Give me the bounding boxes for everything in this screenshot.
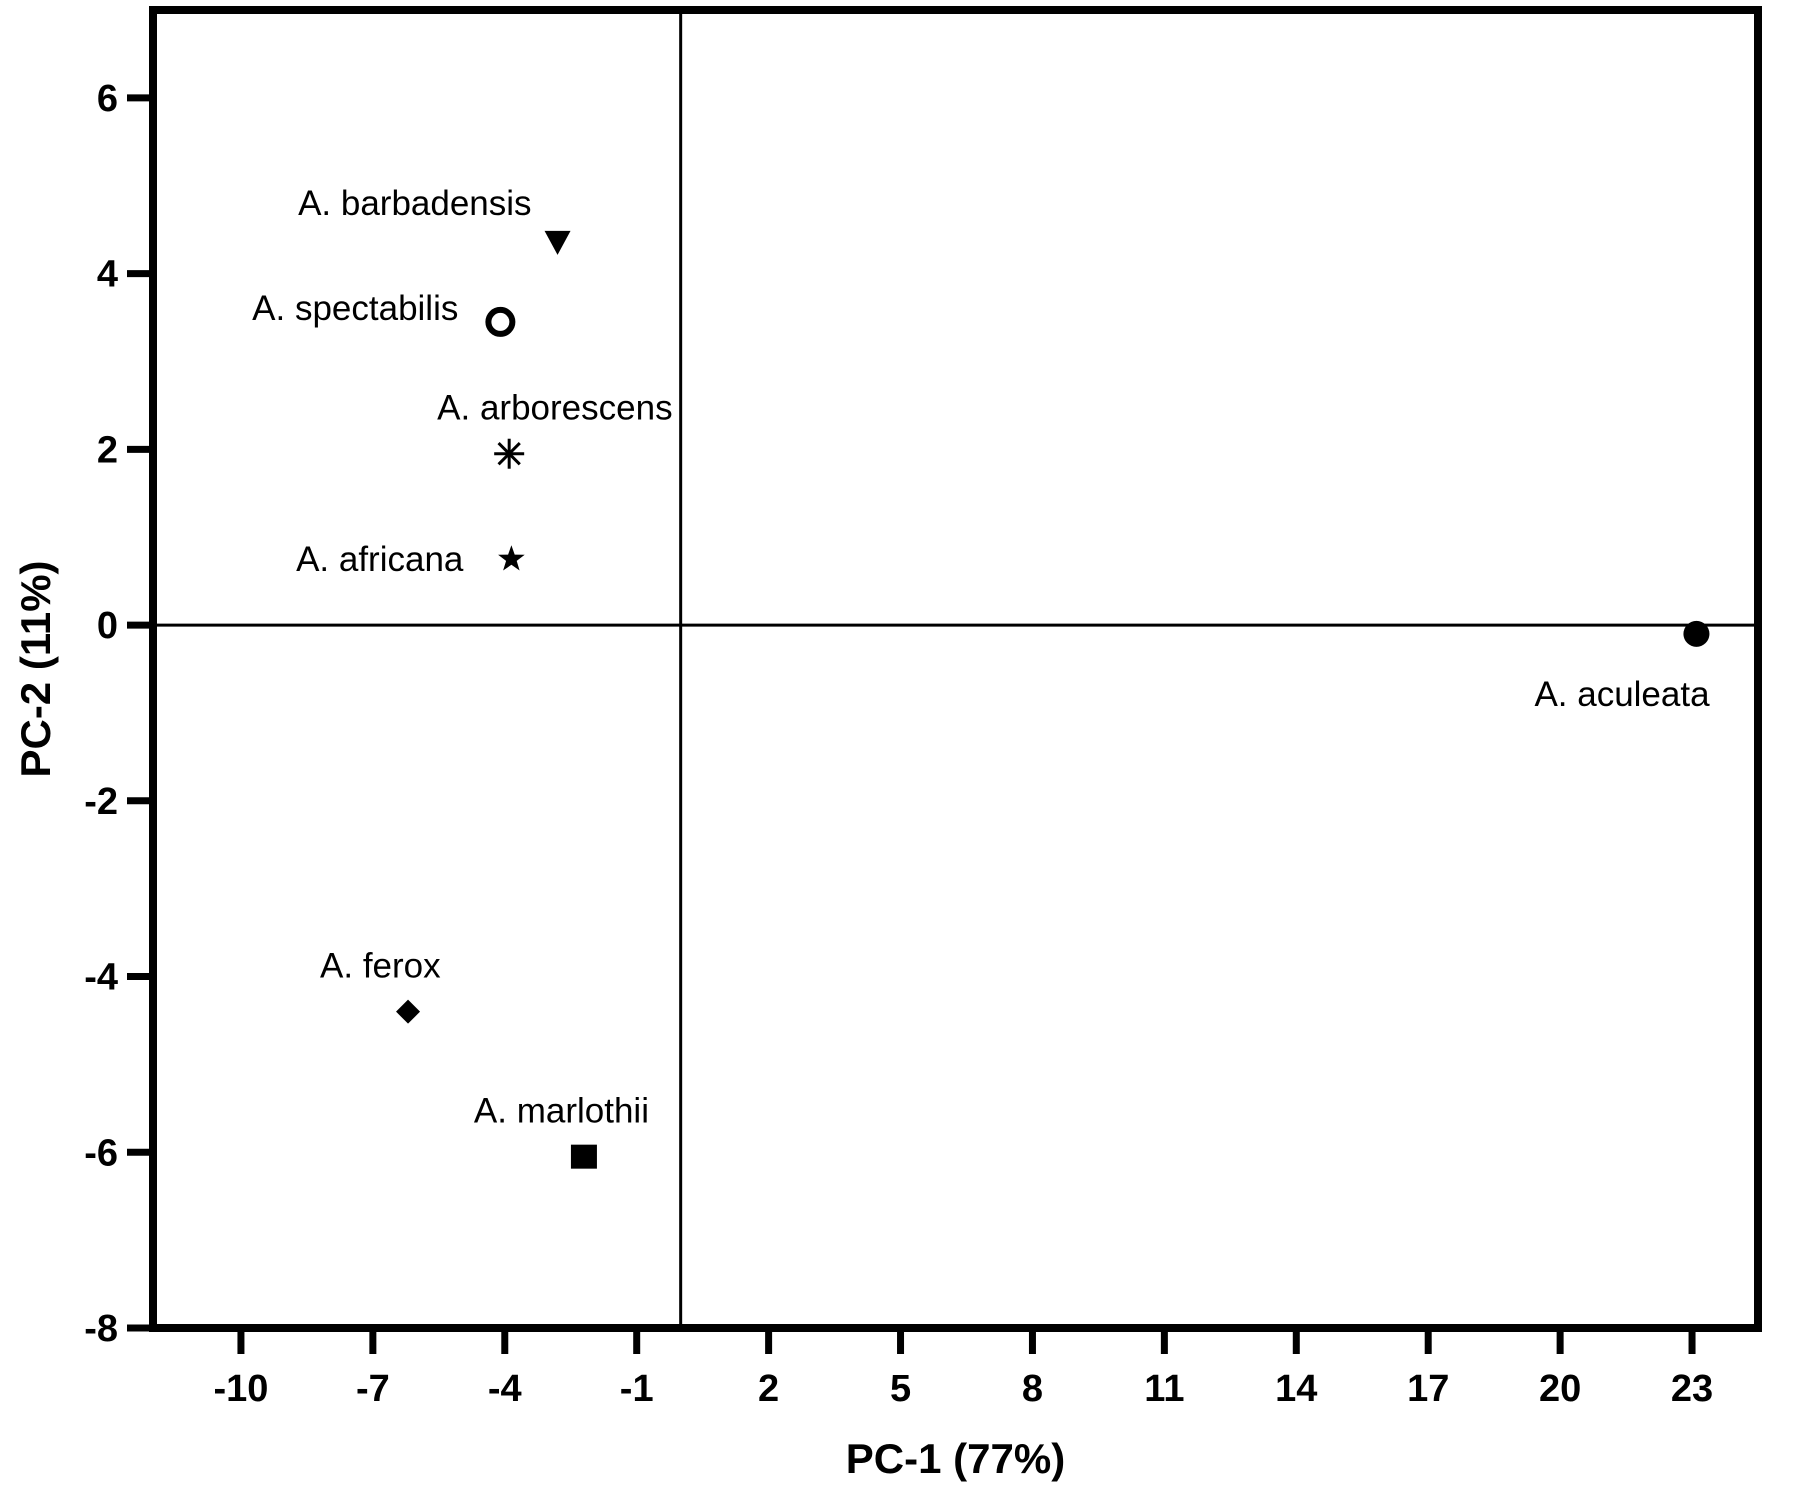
plot-frame	[149, 6, 1762, 1332]
x-tick-label: 17	[1407, 1368, 1449, 1410]
x-axis-title: PC-1 (77%)	[846, 1435, 1065, 1482]
x-tick-label: 8	[1022, 1368, 1043, 1410]
data-points	[396, 230, 1710, 1169]
point-labels: A. barbadensis A. spectabilis A. arboresce…	[252, 184, 1710, 1131]
y-tick-label: -2	[84, 781, 118, 823]
a-barbadensis-marker	[544, 230, 571, 255]
x-tick-label: 23	[1671, 1368, 1713, 1410]
a-arborescens-label: A. arborescens	[437, 389, 672, 428]
x-tick-label: 5	[890, 1368, 911, 1410]
x-tick-label: 2	[758, 1368, 779, 1410]
y-tick-label: -6	[84, 1132, 118, 1174]
x-tick-label: 20	[1539, 1368, 1581, 1410]
a-marlothii-label: A. marlothii	[474, 1092, 649, 1131]
y-axis-title: PC-2 (11%)	[12, 560, 59, 777]
x-tick-label: -1	[620, 1368, 654, 1410]
a-ferox-marker	[396, 999, 421, 1024]
a-arborescens-marker	[494, 438, 525, 469]
a-africana-marker	[498, 545, 525, 571]
x-axis: -10 -7 -4 -1 2 5 8 11 14 17 20 23	[213, 1328, 1713, 1410]
y-axis: 6 4 2 0 -2 -4 -6 -8	[84, 78, 153, 1350]
y-tick-label: -4	[84, 957, 118, 999]
x-tick-label: 14	[1275, 1368, 1317, 1410]
y-tick-label: 4	[97, 254, 118, 296]
x-tick-label: 11	[1144, 1368, 1184, 1410]
a-aculeata-marker	[1683, 620, 1710, 647]
a-ferox-label: A. ferox	[320, 947, 441, 986]
y-tick-label: 2	[97, 429, 118, 471]
a-barbadensis-label: A. barbadensis	[298, 184, 531, 223]
a-marlothii-marker	[570, 1144, 597, 1169]
x-tick-label: -7	[356, 1368, 390, 1410]
a-africana-label: A. africana	[296, 540, 464, 579]
a-aculeata-label: A. aculeata	[1534, 675, 1710, 714]
x-tick-label: -4	[488, 1368, 522, 1410]
y-tick-label: -8	[84, 1308, 118, 1350]
reference-lines	[153, 10, 1758, 1328]
a-spectabilis-label: A. spectabilis	[252, 289, 458, 328]
x-tick-label: -10	[213, 1368, 268, 1410]
a-spectabilis-marker	[485, 306, 516, 337]
y-tick-label: 6	[97, 78, 118, 120]
y-tick-label: 0	[97, 605, 118, 647]
